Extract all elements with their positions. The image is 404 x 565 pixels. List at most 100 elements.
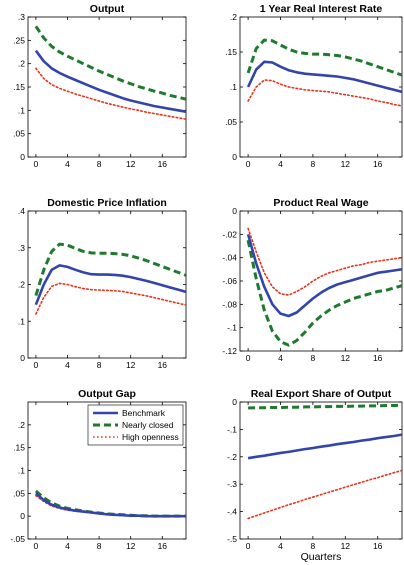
series-line-high-openness <box>247 227 402 296</box>
y-tick-label: 0 <box>20 353 25 363</box>
x-tick-label: 16 <box>373 159 383 169</box>
x-tick-label: 4 <box>65 360 70 370</box>
x-tick-label: 0 <box>246 541 251 551</box>
x-tick-label: 4 <box>65 159 70 169</box>
y-tick-label: .05 <box>13 488 25 498</box>
legend: Benchmark Nearly closed High openness <box>87 404 184 446</box>
x-tick-label: 8 <box>97 159 102 169</box>
y-tick-label: .2 <box>18 59 25 69</box>
series-line-high-openness <box>247 469 402 520</box>
legend-label-nearly-closed: Nearly closed <box>122 420 174 430</box>
panel-output: Output 0 .05 .1 .15 .2 .25 .3 0 4 8 12 16 <box>13 3 187 169</box>
y-tick-label: -.5 <box>227 534 237 544</box>
y-tick-label: .05 <box>225 117 237 127</box>
y-tick-label: .4 <box>18 206 25 216</box>
series-line-high-openness <box>247 79 402 107</box>
y-tick-label: .3 <box>18 12 25 22</box>
series-line-benchmark <box>246 60 402 94</box>
x-tick-label: 0 <box>246 159 251 169</box>
x-tick-label: 0 <box>34 159 39 169</box>
series-line-benchmark <box>34 49 186 114</box>
y-tick-label: .05 <box>13 129 25 139</box>
y-tick-label: -.08 <box>222 299 237 309</box>
plot-frame <box>239 401 403 540</box>
x-tick-label: 0 <box>34 541 39 551</box>
panel-output-gap: Output Gap -.05 0 .05 .1 .15 .2 0 4 8 12 16 <box>10 388 187 551</box>
y-tick-label: -.05 <box>10 534 25 544</box>
x-tick-label: 12 <box>341 541 351 551</box>
y-tick-label: -.02 <box>222 229 237 239</box>
y-tick-label: 0 <box>20 511 25 521</box>
x-tick-label: 8 <box>311 353 316 363</box>
x-tick-label: 0 <box>34 360 39 370</box>
series-line-nearly-closed <box>34 489 186 518</box>
panel-title: Real Export Share of Output <box>251 388 392 400</box>
series-line-nearly-closed <box>34 25 186 101</box>
x-tick-label: 8 <box>311 159 316 169</box>
x-tick-label: 4 <box>278 353 283 363</box>
series-line-benchmark <box>34 264 186 306</box>
y-tick-label: 0 <box>232 206 237 216</box>
panel-title: Output Gap <box>78 388 136 400</box>
y-tick-label: -.3 <box>227 479 237 489</box>
y-tick-label: -.04 <box>222 253 237 263</box>
panel-product-real-wage: Product Real Wage -.12 -.1 -.08 -.06 -.04 -.02… <box>222 197 403 363</box>
panel-real-export-share-of-output: Real Export Share of Output -.5 -.4 -.3 -.2 -… <box>227 388 403 563</box>
y-tick-label: -.2 <box>227 452 237 462</box>
x-tick-label: 12 <box>126 159 136 169</box>
y-tick-label: .2 <box>230 12 237 22</box>
panel-title: Output <box>90 3 125 15</box>
x-tick-label: 12 <box>126 541 136 551</box>
series-line-nearly-closed <box>246 239 402 347</box>
x-tick-label: 16 <box>373 353 383 363</box>
panel-1-year-real-interest-rate: 1 Year Real Interest Rate 0 .05 .1 .15 .2 0 4 8 1… <box>225 3 403 169</box>
y-tick-label: .3 <box>18 243 25 253</box>
y-tick-label: -.4 <box>227 507 237 517</box>
legend-label-high-openness: High openness <box>122 432 179 442</box>
x-tick-label: 8 <box>311 541 316 551</box>
panel-title: 1 Year Real Interest Rate <box>260 3 383 15</box>
y-tick-label: .1 <box>18 105 25 115</box>
y-tick-label: 0 <box>232 152 237 162</box>
panel-domestic-price-inflation: Domestic Price Inflation 0 .1 .2 .3 .4 0 4 8 12 16 <box>18 197 187 370</box>
plot-frame <box>27 16 187 158</box>
y-tick-label: .15 <box>13 443 25 453</box>
plot-frame <box>239 16 403 158</box>
legend-label-benchmark: Benchmark <box>122 408 166 418</box>
x-tick-label: 8 <box>97 541 102 551</box>
panel-title: Product Real Wage <box>273 197 368 209</box>
y-tick-label: .2 <box>18 280 25 290</box>
y-tick-label: -.06 <box>222 276 237 286</box>
series-line-high-openness <box>35 282 186 315</box>
x-tick-label: 16 <box>158 541 168 551</box>
y-tick-label: .1 <box>18 316 25 326</box>
series-line-benchmark <box>247 433 402 460</box>
y-tick-label: 0 <box>232 397 237 407</box>
plot-frame <box>239 210 403 352</box>
x-tick-label: 4 <box>278 541 283 551</box>
series-line-benchmark <box>35 492 186 518</box>
y-tick-label: .15 <box>225 47 237 57</box>
y-tick-label: -.1 <box>227 424 237 434</box>
y-tick-label: -.12 <box>222 346 237 356</box>
panel-title: Domestic Price Inflation <box>47 197 167 209</box>
series-line-nearly-closed <box>34 242 186 296</box>
y-tick-label: -.1 <box>227 323 237 333</box>
x-tick-label: 16 <box>158 360 168 370</box>
series-line-nearly-closed <box>248 403 402 410</box>
series-line-high-openness <box>35 67 186 120</box>
y-tick-label: .25 <box>13 35 25 45</box>
series-line-nearly-closed <box>246 38 402 77</box>
legend-box <box>87 404 184 446</box>
x-tick-label: 16 <box>158 159 168 169</box>
y-tick-label: 0 <box>20 152 25 162</box>
x-tick-label: 0 <box>246 353 251 363</box>
y-tick-label: .15 <box>13 82 25 92</box>
x-tick-label: 4 <box>278 159 283 169</box>
x-tick-label: 4 <box>65 541 70 551</box>
x-axis-label: Quarters <box>301 551 342 563</box>
x-tick-label: 12 <box>341 353 351 363</box>
y-tick-label: .2 <box>18 420 25 430</box>
x-tick-label: 16 <box>373 541 383 551</box>
